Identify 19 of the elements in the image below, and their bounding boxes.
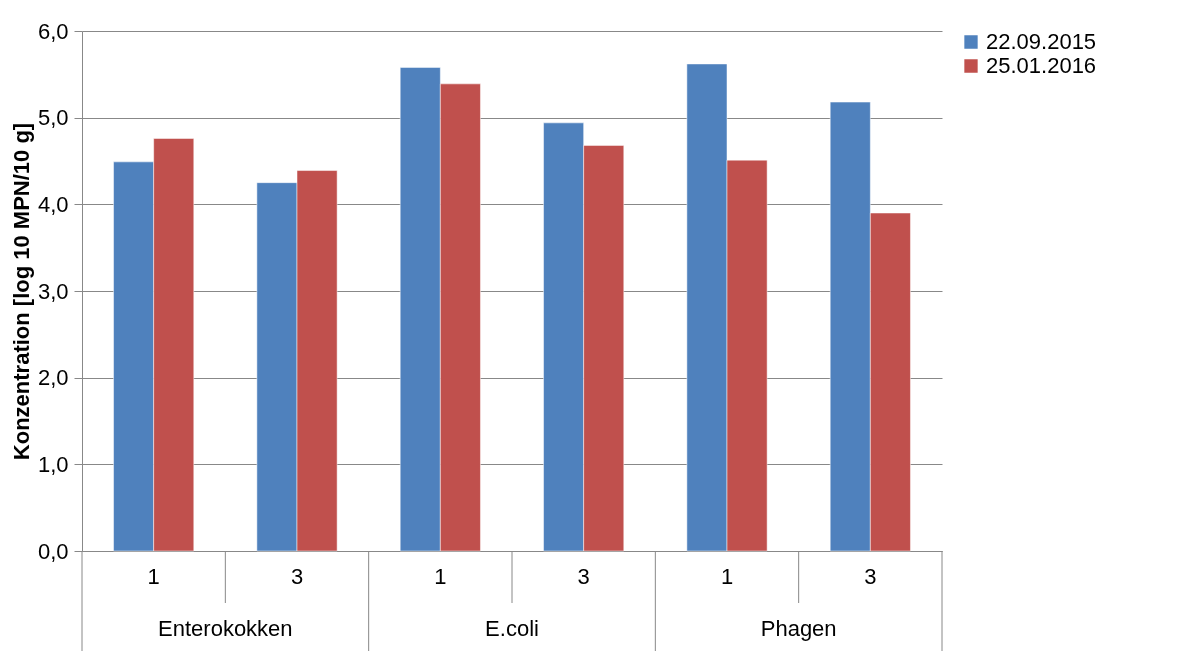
x-tick-label: 3: [864, 564, 877, 589]
text: Enterokokken: [158, 616, 293, 641]
x-tick-label: 3: [290, 564, 304, 589]
y-tick-label: 2,0: [37, 365, 69, 391]
x-tick-label: 3: [577, 564, 590, 589]
y-tick-label: 5,0: [37, 105, 69, 131]
y-axis-title: Konzentration [log 10 MPN/10 g]: [8, 122, 34, 461]
x-tick-label: 1: [147, 564, 160, 589]
y-tick-label: 1,0: [37, 451, 69, 477]
x-tick-label: 1: [434, 564, 447, 589]
x-tick-label: 1: [720, 564, 734, 589]
y-tick-label: 6,0: [37, 18, 69, 44]
legend-label: 22.09.2015: [986, 29, 1097, 54]
text: E.coli: [485, 616, 539, 641]
y-tick-label: 0,0: [37, 538, 69, 564]
y-tick-label: 3,0: [37, 278, 69, 304]
legend-label: 25.01.2016: [986, 53, 1097, 78]
text: Phagen: [760, 616, 837, 641]
y-tick-label: 4,0: [37, 191, 69, 217]
